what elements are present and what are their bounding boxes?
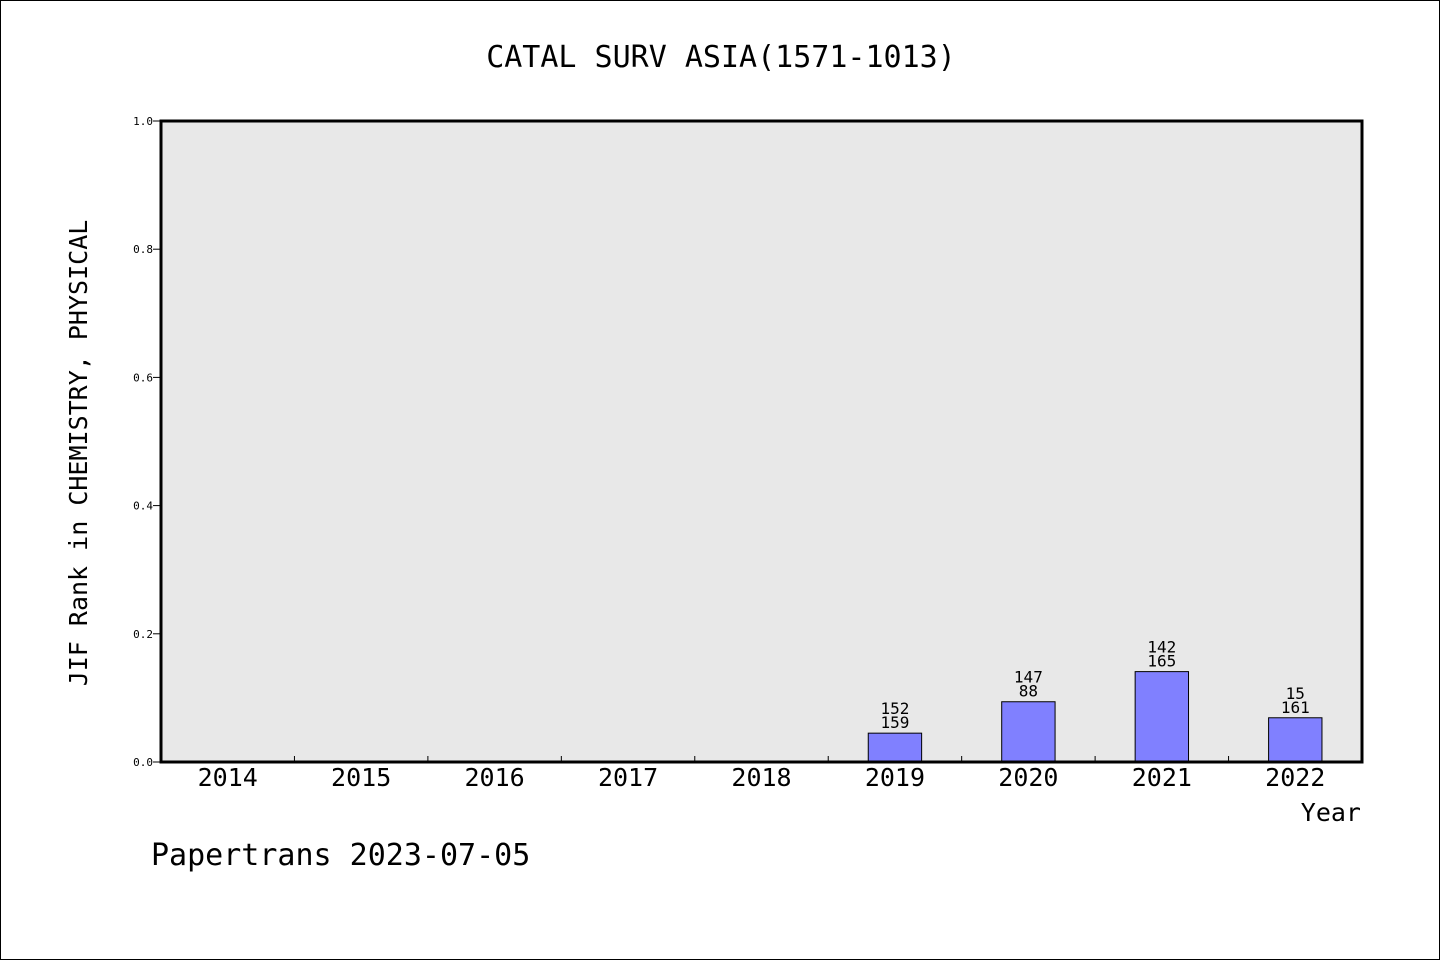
- bar-2020: [1001, 701, 1056, 763]
- bar-rank-label: 147: [1014, 668, 1043, 687]
- x-axis-label: Year: [1301, 798, 1361, 827]
- x-tick-label: 2016: [465, 763, 525, 792]
- bar-rank-label: 142: [1147, 638, 1176, 657]
- bar-2021: [1134, 671, 1190, 763]
- x-tick-label: 2014: [198, 763, 258, 792]
- bar-total-label: 161: [1281, 698, 1310, 717]
- plot-area: [161, 121, 1362, 762]
- y-axis-label: JIF Rank in CHEMISTRY, PHYSICAL: [64, 220, 93, 687]
- y-tick-label: 0.8: [133, 243, 153, 256]
- footer-text: Papertrans 2023-07-05: [151, 838, 530, 873]
- x-tick-label: 2022: [1265, 763, 1325, 792]
- bar-rank-label: 15: [1286, 684, 1305, 703]
- y-axis: 0.0 0.2 0.4 0.6 0.8 1.0: [133, 115, 161, 769]
- bar-rank-label: 152: [880, 699, 909, 718]
- plot-border: [159, 119, 1364, 764]
- x-tick-label: 2015: [331, 763, 391, 792]
- y-tick-label: 0.4: [133, 500, 153, 513]
- y-tick-label: 1.0: [133, 115, 153, 128]
- bar-total-label: 88: [1019, 682, 1038, 701]
- bar-total-label: 159: [880, 713, 909, 732]
- x-tick-label: 2017: [598, 763, 658, 792]
- x-axis: 2014 2015 2016 2017 2018 2019 2020 2021 2022: [198, 756, 1325, 792]
- x-tick-label: 2018: [731, 763, 791, 792]
- y-tick-label: 0.0: [133, 756, 153, 769]
- x-tick-label: 2021: [1132, 763, 1192, 792]
- x-tick-label: 2019: [865, 763, 925, 792]
- x-tick-label: 2020: [998, 763, 1058, 792]
- chart-title: CATAL SURV ASIA(1571-1013): [486, 40, 956, 75]
- bar-total-label: 165: [1147, 652, 1176, 671]
- bar-2019: [867, 732, 923, 763]
- bar-2022: [1268, 717, 1323, 763]
- y-tick-label: 0.2: [133, 628, 153, 641]
- y-tick-label: 0.6: [133, 371, 153, 384]
